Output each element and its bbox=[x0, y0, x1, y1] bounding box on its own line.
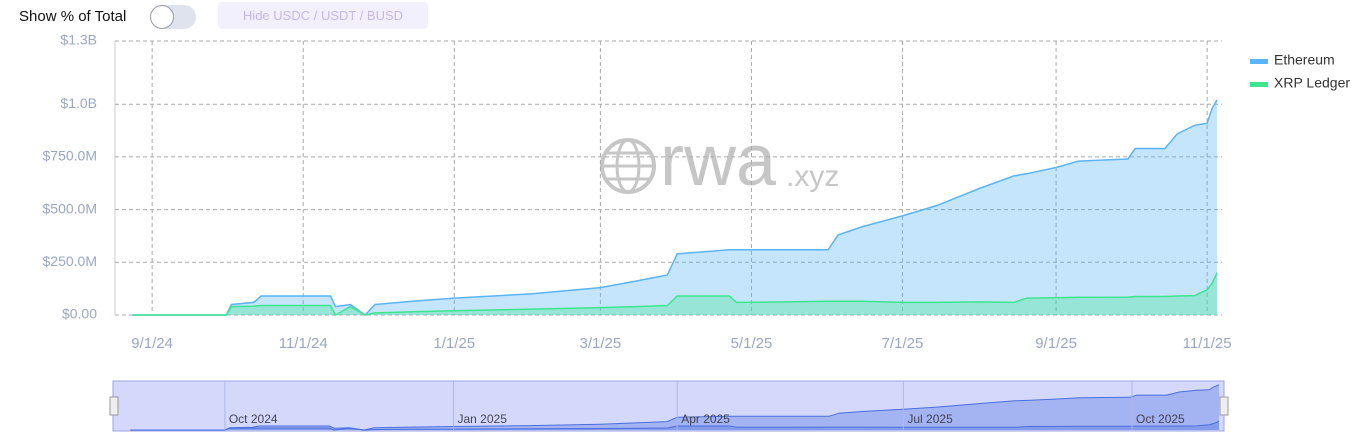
line bbox=[130, 420, 1220, 431]
area bbox=[130, 384, 1219, 430]
y-tick-label: $250.0M bbox=[43, 253, 97, 269]
y-tick-label: $1.3B bbox=[60, 32, 97, 48]
navigator-series bbox=[130, 384, 1220, 431]
watermark-text: rwa bbox=[660, 121, 777, 201]
navigator-label: Jul 2025 bbox=[907, 412, 953, 426]
navigator-label: Jan 2025 bbox=[458, 412, 508, 426]
line bbox=[132, 272, 1218, 317]
navigator-handle[interactable] bbox=[1219, 396, 1229, 416]
navigator-label: Apr 2025 bbox=[681, 412, 730, 426]
x-tick-label: 11/1/25 bbox=[1183, 335, 1232, 352]
percent-toggle[interactable] bbox=[150, 5, 196, 29]
x-tick-label: 5/1/25 bbox=[731, 335, 773, 352]
watermark: rwa .xyz bbox=[600, 121, 839, 201]
navigator-label: Oct 2025 bbox=[1136, 412, 1185, 426]
area bbox=[132, 100, 1217, 315]
x-tick-label: 1/1/25 bbox=[433, 335, 475, 352]
area bbox=[132, 272, 1217, 315]
legend-label: XRP Ledger bbox=[1274, 75, 1350, 91]
legend-label: Ethereum bbox=[1274, 52, 1335, 68]
line bbox=[130, 384, 1220, 431]
plot bbox=[132, 99, 1218, 317]
y-tick-label: $750.0M bbox=[43, 148, 97, 164]
y-tick-label: $0.00 bbox=[62, 306, 97, 322]
x-tick-label: 9/1/24 bbox=[131, 335, 173, 352]
navigator-label: Oct 2024 bbox=[229, 412, 278, 426]
y-tick-label: $500.0M bbox=[43, 200, 97, 216]
toggle-label: Show % of Total bbox=[19, 8, 127, 25]
x-tick-label: 11/1/24 bbox=[279, 335, 328, 352]
navigator-handle[interactable] bbox=[109, 396, 119, 416]
legend-swatch bbox=[1250, 82, 1268, 87]
y-tick-label: $1.0B bbox=[60, 95, 97, 111]
toggle-knob bbox=[150, 5, 174, 29]
line bbox=[132, 99, 1218, 316]
x-tick-label: 9/1/25 bbox=[1035, 335, 1077, 352]
legend-swatch bbox=[1250, 59, 1268, 64]
hide-stablecoins-button[interactable]: Hide USDC / USDT / BUSD bbox=[218, 2, 428, 29]
x-tick-label: 3/1/25 bbox=[580, 335, 622, 352]
watermark-suffix: .xyz bbox=[786, 160, 839, 193]
grid bbox=[114, 40, 1222, 316]
x-tick-label: 7/1/25 bbox=[882, 335, 924, 352]
